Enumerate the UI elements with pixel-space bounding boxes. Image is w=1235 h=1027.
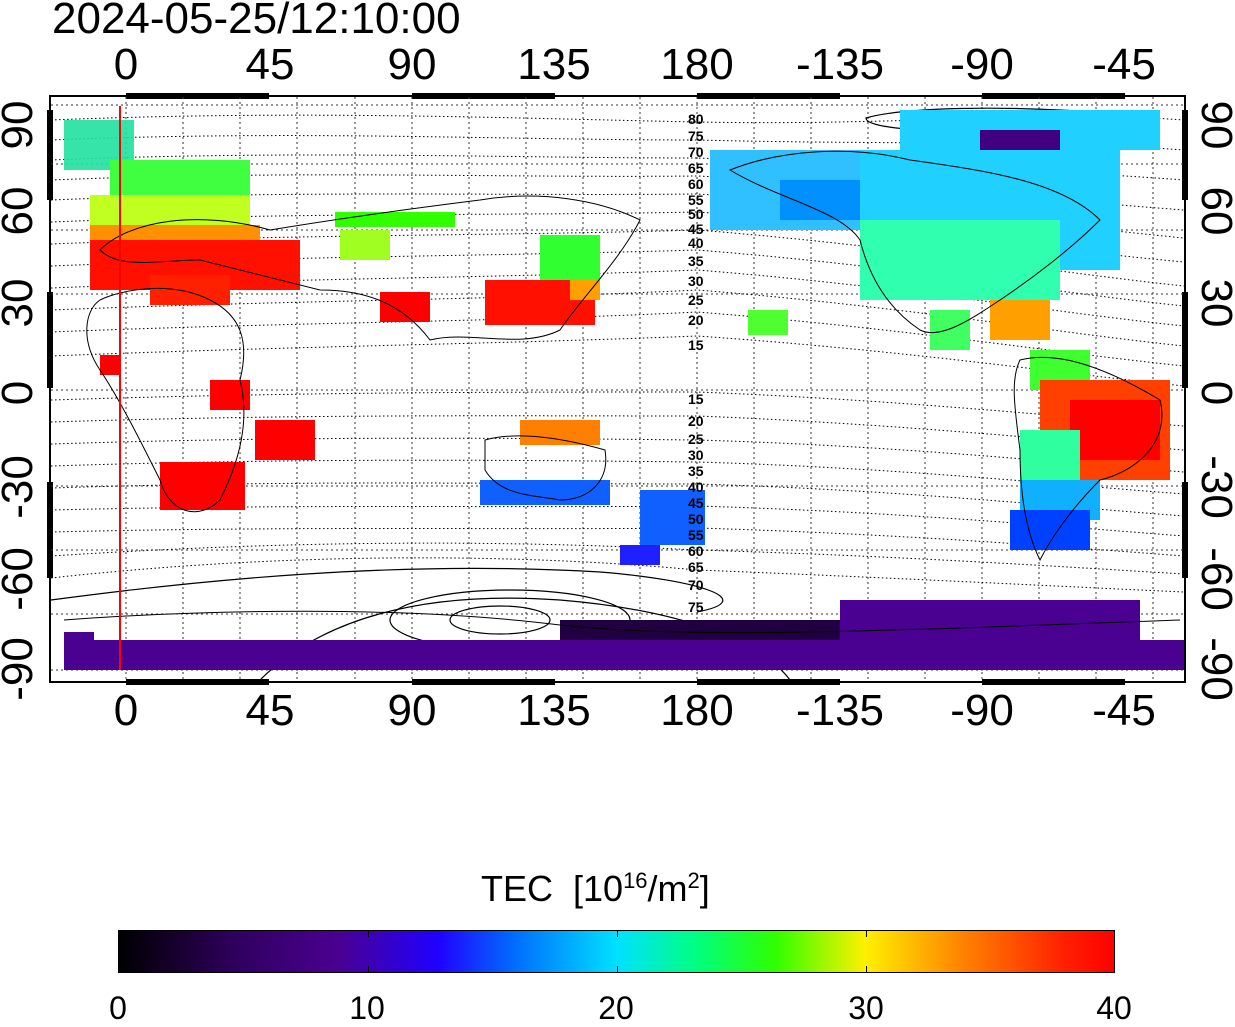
colorbar: [118, 930, 1115, 973]
colorbar-title-text: TEC: [481, 868, 553, 909]
colorbar-tick: [368, 966, 369, 972]
contour-label: 75: [688, 599, 704, 615]
contour-label: 40: [688, 235, 704, 251]
colorbar-label: 0: [109, 990, 127, 1026]
contour-label: 35: [688, 463, 704, 479]
contour-label: 30: [688, 447, 704, 463]
contour-label: 60: [688, 176, 704, 192]
contour-label: 75: [688, 128, 704, 144]
contour-label: 80: [688, 111, 704, 127]
lon-tick-bottom: -135: [795, 686, 885, 735]
lon-tick-bottom: 0: [113, 686, 139, 735]
contour-label: 65: [688, 160, 704, 176]
lon-tick-top: 135: [517, 40, 591, 89]
contour-label: 70: [688, 577, 704, 593]
contour-label: 50: [688, 511, 704, 527]
lon-tick-top: -45: [1092, 40, 1156, 89]
contour-label: 65: [688, 559, 704, 575]
colorbar-tick: [617, 966, 618, 972]
colorbar-unit-mid: /m: [647, 868, 688, 909]
contour-label: 55: [688, 192, 704, 208]
colorbar-label: 30: [848, 990, 884, 1026]
colorbar-title: TEC [1016/m2]: [481, 868, 710, 910]
lon-tick-bottom: 180: [660, 686, 734, 735]
colorbar-unit-exp2: 2: [687, 868, 700, 893]
lon-tick-top: 180: [660, 40, 734, 89]
colorbar-label: 20: [598, 990, 634, 1026]
lon-tick-top: 90: [387, 40, 437, 89]
contour-label: 45: [688, 221, 704, 237]
contour-label: 55: [688, 527, 704, 543]
tec-map: 80 75 70 65 60 55 50 45 40 35 30 25 20 1…: [47, 93, 1188, 685]
lon-tick-top: -90: [950, 40, 1014, 89]
contour-label: 40: [688, 479, 704, 495]
contour-label: 20: [688, 312, 704, 328]
lon-tick-top: 0: [113, 40, 139, 89]
contour-label: 70: [688, 144, 704, 160]
colorbar-tick: [866, 966, 867, 972]
contour-label: 25: [688, 431, 704, 447]
colorbar-label: 10: [349, 990, 385, 1026]
lon-tick-top: 45: [245, 40, 295, 89]
colorbar-unit-exp: 16: [623, 868, 648, 893]
contour-label: 30: [688, 273, 704, 289]
colorbar-unit-end: ]: [699, 868, 710, 909]
contour-label: 25: [688, 292, 704, 308]
contour-label-group: 80 75 70 65 60 55 50 45 40 35 30 25 20 1…: [688, 111, 704, 615]
colorbar-unit-base: [10: [573, 868, 624, 909]
lon-tick-bottom: -45: [1092, 686, 1156, 735]
colorbar-tick: [368, 931, 369, 937]
timestamp-title: 2024-05-25/12:10:00: [52, 0, 461, 43]
contour-label: 45: [688, 495, 704, 511]
lon-tick-top: -135: [795, 40, 885, 89]
contour-label: 15: [688, 391, 704, 407]
contour-label: 35: [688, 253, 704, 269]
colorbar-tick: [617, 931, 618, 937]
contour-label: 15: [688, 337, 704, 353]
grid-lines: [51, 97, 1184, 681]
tec-patches: [64, 110, 1184, 670]
contour-label: 20: [688, 413, 704, 429]
contour-label: 60: [688, 543, 704, 559]
colorbar-label: 40: [1096, 990, 1132, 1026]
lon-tick-bottom: -90: [950, 686, 1014, 735]
coastlines: [63, 150, 1181, 634]
frame-ticks: [47, 93, 1188, 685]
lon-tick-bottom: 90: [387, 686, 437, 735]
lon-tick-bottom: 135: [517, 686, 591, 735]
colorbar-tick: [866, 931, 867, 937]
lon-tick-bottom: 45: [245, 686, 295, 735]
contour-label: 50: [688, 206, 704, 222]
